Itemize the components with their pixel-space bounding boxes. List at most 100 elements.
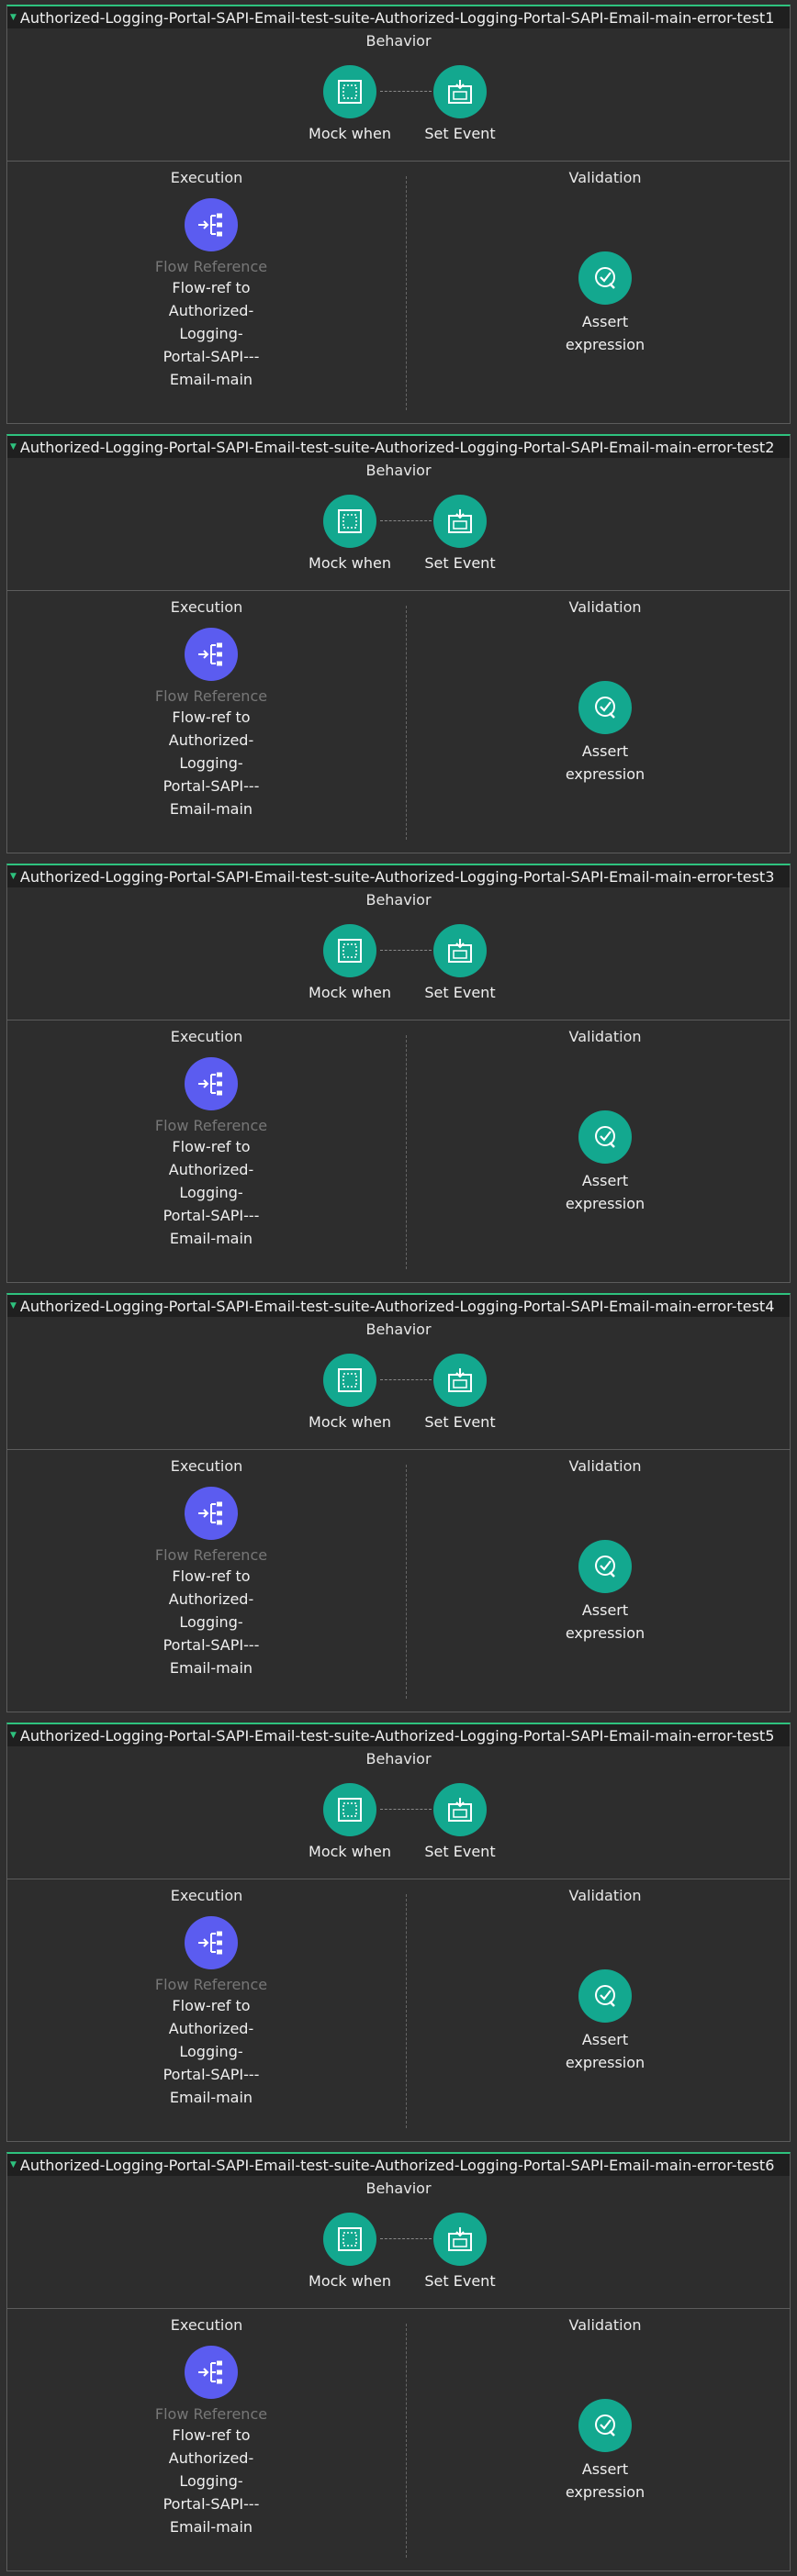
collapse-triangle-icon[interactable]: ▼ xyxy=(10,442,17,452)
collapse-triangle-icon[interactable]: ▼ xyxy=(10,1301,17,1310)
assert-expression-node[interactable]: Assert expression xyxy=(541,1540,669,1645)
test-header[interactable]: ▼ Authorized-Logging-Portal-SAPI-Email-t… xyxy=(7,6,790,28)
behavior-section: Behavior Mock when xyxy=(7,887,790,1020)
assert-expression-icon[interactable] xyxy=(578,1969,632,2023)
set-event-icon[interactable] xyxy=(433,2213,487,2266)
flow-reference-line: Logging- xyxy=(179,325,243,342)
flow-reference-icon[interactable] xyxy=(185,1487,238,1540)
assert-expression-node[interactable]: Assert expression xyxy=(541,2399,669,2504)
mock-when-icon[interactable] xyxy=(323,1354,376,1407)
flow-reference-line: Portal-SAPI--- xyxy=(163,2066,260,2083)
flow-reference-node[interactable]: Flow Reference Flow-ref to Authorized- L… xyxy=(143,2346,279,2538)
set-event-label: Set Event xyxy=(424,554,496,572)
mock-when-node[interactable]: Mock when xyxy=(299,2213,400,2292)
set-event-icon[interactable] xyxy=(433,495,487,548)
assert-expression-label: Assert expression xyxy=(541,2458,669,2504)
flow-reference-line: Email-main xyxy=(169,2518,253,2536)
flow-reference-label: Flow-ref to Authorized- Logging- Portal-… xyxy=(143,1565,279,1679)
test-header[interactable]: ▼ Authorized-Logging-Portal-SAPI-Email-t… xyxy=(7,1724,790,1746)
assert-expression-node[interactable]: Assert expression xyxy=(541,251,669,356)
collapse-triangle-icon[interactable]: ▼ xyxy=(10,1731,17,1740)
assert-expression-icon[interactable] xyxy=(578,2399,632,2452)
set-event-node[interactable]: Set Event xyxy=(410,924,511,1003)
set-event-node[interactable]: Set Event xyxy=(410,1354,511,1433)
behavior-title: Behavior xyxy=(365,2180,432,2197)
assert-expression-icon[interactable] xyxy=(578,251,632,305)
mock-when-node[interactable]: Mock when xyxy=(299,1354,400,1433)
test-header[interactable]: ▼ Authorized-Logging-Portal-SAPI-Email-t… xyxy=(7,436,790,458)
flow-reference-node[interactable]: Flow Reference Flow-ref to Authorized- L… xyxy=(143,1057,279,1250)
flow-reference-line: Authorized- xyxy=(168,2020,254,2037)
execution-title: Execution xyxy=(170,169,243,186)
set-event-node[interactable]: Set Event xyxy=(410,2213,511,2292)
flow-reference-icon[interactable] xyxy=(185,1916,238,1969)
assert-expression-node[interactable]: Assert expression xyxy=(541,681,669,786)
mock-when-icon[interactable] xyxy=(323,495,376,548)
behavior-section: Behavior Mock when xyxy=(7,1317,790,1450)
set-event-node[interactable]: Set Event xyxy=(410,65,511,144)
collapse-triangle-icon[interactable]: ▼ xyxy=(10,872,17,881)
set-event-icon[interactable] xyxy=(433,65,487,118)
collapse-triangle-icon[interactable]: ▼ xyxy=(10,13,17,22)
flow-reference-icon[interactable] xyxy=(185,198,238,251)
flow-reference-label: Flow-ref to Authorized- Logging- Portal-… xyxy=(143,706,279,820)
test-title: Authorized-Logging-Portal-SAPI-Email-tes… xyxy=(19,867,775,886)
connector-arrow xyxy=(380,1809,432,1810)
mock-when-node[interactable]: Mock when xyxy=(299,65,400,144)
assert-expression-icon[interactable] xyxy=(578,681,632,734)
flow-reference-node[interactable]: Flow Reference Flow-ref to Authorized- L… xyxy=(143,1916,279,2109)
set-event-label: Set Event xyxy=(424,1413,496,1431)
assert-expression-node[interactable]: Assert expression xyxy=(541,1969,669,2074)
section-divider xyxy=(406,1465,407,1699)
execution-title: Execution xyxy=(170,1887,243,1904)
flow-reference-node[interactable]: Flow Reference Flow-ref to Authorized- L… xyxy=(143,198,279,391)
flow-reference-line: Flow-ref to xyxy=(172,1138,251,1155)
assert-expression-line: Assert xyxy=(581,313,629,330)
flow-reference-line: Email-main xyxy=(169,371,253,388)
assert-expression-line: expression xyxy=(565,2483,645,2501)
munit-test: ▼ Authorized-Logging-Portal-SAPI-Email-t… xyxy=(6,1723,791,2142)
test-header[interactable]: ▼ Authorized-Logging-Portal-SAPI-Email-t… xyxy=(7,865,790,887)
validation-title: Validation xyxy=(568,1028,642,1045)
flow-reference-node[interactable]: Flow Reference Flow-ref to Authorized- L… xyxy=(143,1487,279,1679)
test-title: Authorized-Logging-Portal-SAPI-Email-tes… xyxy=(19,1297,775,1315)
test-header[interactable]: ▼ Authorized-Logging-Portal-SAPI-Email-t… xyxy=(7,2154,790,2176)
execution-title: Execution xyxy=(170,598,243,616)
flow-reference-line: Authorized- xyxy=(168,302,254,319)
flow-reference-icon[interactable] xyxy=(185,628,238,681)
test-header[interactable]: ▼ Authorized-Logging-Portal-SAPI-Email-t… xyxy=(7,1295,790,1317)
assert-expression-icon[interactable] xyxy=(578,1540,632,1593)
mock-when-icon[interactable] xyxy=(323,65,376,118)
flow-reference-node[interactable]: Flow Reference Flow-ref to Authorized- L… xyxy=(143,628,279,820)
mock-when-icon[interactable] xyxy=(323,2213,376,2266)
mock-when-icon[interactable] xyxy=(323,924,376,977)
flow-reference-icon[interactable] xyxy=(185,1057,238,1110)
mock-when-node[interactable]: Mock when xyxy=(299,495,400,574)
set-event-icon[interactable] xyxy=(433,1354,487,1407)
set-event-icon[interactable] xyxy=(433,924,487,977)
mock-when-label: Mock when xyxy=(309,1413,391,1431)
flow-reference-label: Flow-ref to Authorized- Logging- Portal-… xyxy=(143,2424,279,2538)
set-event-node[interactable]: Set Event xyxy=(410,495,511,574)
mock-when-node[interactable]: Mock when xyxy=(299,1783,400,1862)
assert-expression-label: Assert expression xyxy=(541,740,669,786)
flow-reference-line: Authorized- xyxy=(168,731,254,749)
behavior-title: Behavior xyxy=(365,1321,432,1338)
collapse-triangle-icon[interactable]: ▼ xyxy=(10,2160,17,2169)
flow-reference-line: Logging- xyxy=(179,2472,243,2490)
mock-when-label: Mock when xyxy=(309,1843,391,1860)
set-event-node[interactable]: Set Event xyxy=(410,1783,511,1862)
flow-reference-icon[interactable] xyxy=(185,2346,238,2399)
connector-arrow xyxy=(380,2238,432,2239)
assert-expression-icon[interactable] xyxy=(578,1110,632,1164)
set-event-icon[interactable] xyxy=(433,1783,487,1836)
validation-title: Validation xyxy=(568,2316,642,2334)
behavior-title: Behavior xyxy=(365,462,432,479)
assert-expression-node[interactable]: Assert expression xyxy=(541,1110,669,1215)
section-divider xyxy=(406,606,407,840)
mock-when-icon[interactable] xyxy=(323,1783,376,1836)
munit-test: ▼ Authorized-Logging-Portal-SAPI-Email-t… xyxy=(6,434,791,853)
set-event-label: Set Event xyxy=(424,1843,496,1860)
mock-when-node[interactable]: Mock when xyxy=(299,924,400,1003)
flow-reference-label: Flow-ref to Authorized- Logging- Portal-… xyxy=(143,1994,279,2109)
